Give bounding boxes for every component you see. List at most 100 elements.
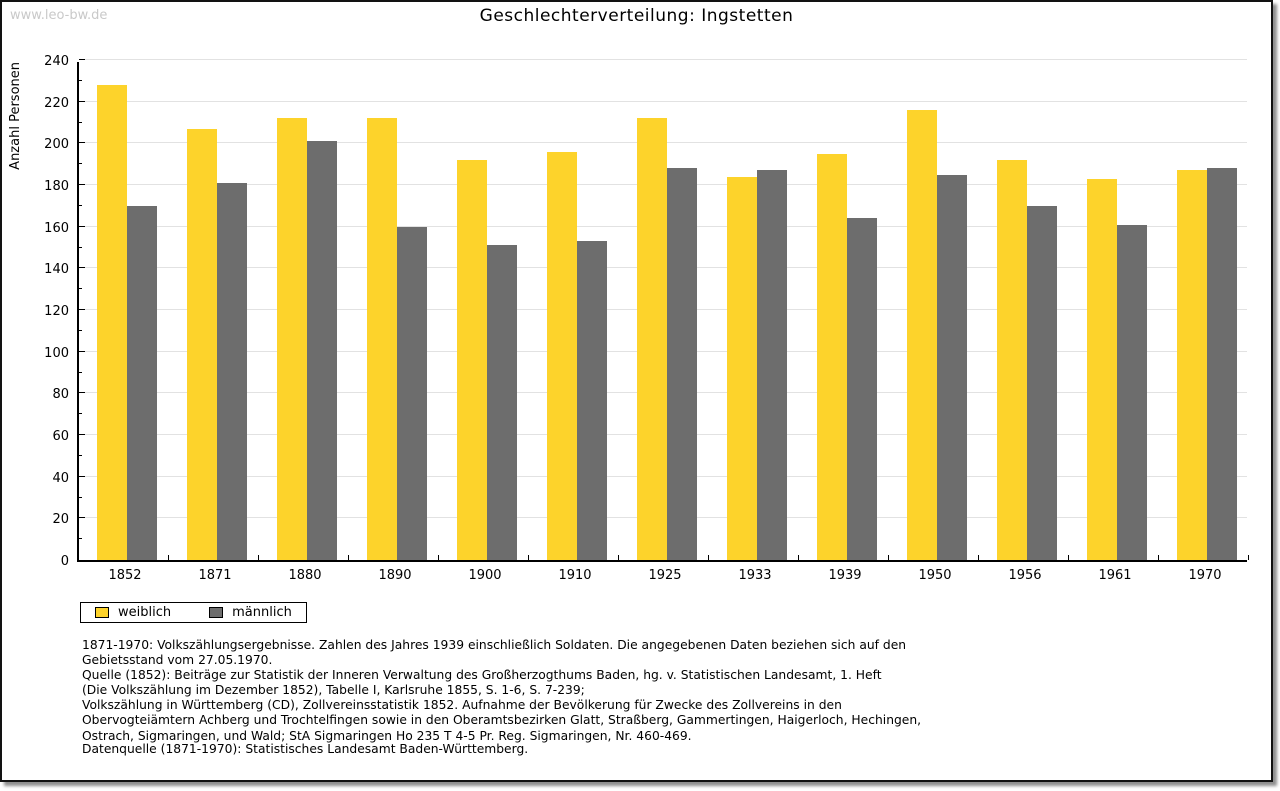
x-tick-1939 <box>888 555 889 560</box>
bar-weiblich-1970 <box>1177 170 1207 560</box>
y-tick-30 <box>79 496 82 498</box>
page-title: Geschlechterverteilung: Ingstetten <box>479 6 794 26</box>
y-tick-70 <box>79 413 82 415</box>
y-tick-240 <box>79 59 85 60</box>
bar-männlich-1939 <box>847 218 877 560</box>
y-tick-200 <box>79 142 85 144</box>
y-tick-60 <box>79 434 85 435</box>
y-axis-label-140: 140 <box>44 262 69 278</box>
bar-weiblich-1890 <box>367 118 397 560</box>
y-axis-label-40: 40 <box>52 470 69 486</box>
bar-männlich-1880 <box>307 141 337 560</box>
y-axis-label-0: 0 <box>60 554 69 569</box>
bar-männlich-1970 <box>1207 168 1237 560</box>
footnotes: 1871-1970: Volkszählungsergebnisse. Zahl… <box>82 638 1202 744</box>
legend-label-männlich: männlich <box>232 605 292 620</box>
bar-weiblich-1900 <box>457 160 487 560</box>
x-tick-1910 <box>618 555 619 560</box>
footnote-line-4: (Die Volkszählung im Dezember 1852), Tab… <box>82 683 585 698</box>
bar-weiblich-1925 <box>637 118 667 560</box>
x-axis-label-1900: 1900 <box>468 568 502 583</box>
y-axis-label-80: 80 <box>52 387 69 403</box>
footnote-line-3: Quelle (1852): Beiträge zur Statistik de… <box>82 668 882 683</box>
bar-männlich-1852 <box>127 206 157 560</box>
y-tick-130 <box>79 288 82 290</box>
x-tick-1950 <box>978 555 979 560</box>
y-tick-100 <box>79 350 85 352</box>
bar-männlich-1900 <box>487 245 517 560</box>
footnote-line-5: Volkszählung in Württemberg (CD), Zollve… <box>82 698 842 713</box>
y-axis-label-60: 60 <box>52 429 69 444</box>
y-tick-140 <box>79 267 85 269</box>
x-axis-label-1910: 1910 <box>558 568 592 583</box>
x-tick-1956 <box>1068 555 1069 560</box>
bar-weiblich-1933 <box>727 177 757 560</box>
y-axis-label-220: 220 <box>44 95 69 111</box>
x-axis-label-1950: 1950 <box>918 568 952 583</box>
footnote-line-6: Obervogteiämtern Achberg und Trochtelfin… <box>82 713 922 728</box>
y-tick-190 <box>79 163 82 165</box>
datasource-line: Datenquelle (1871-1970): Statistisches L… <box>82 742 529 756</box>
legend-entry-weiblich: weiblich <box>95 605 171 620</box>
y-axis-label-160: 160 <box>44 220 69 236</box>
x-tick-1871 <box>258 555 259 560</box>
legend-entry-männlich: männlich <box>209 605 292 620</box>
y-axis-label-200: 200 <box>44 137 69 153</box>
bar-weiblich-1852 <box>97 85 127 560</box>
legend-swatch-weiblich <box>95 607 109 618</box>
x-axis-label-1970: 1970 <box>1188 568 1222 583</box>
y-tick-160 <box>79 225 85 227</box>
x-axis-label-1925: 1925 <box>648 568 682 583</box>
y-axis-title: Anzahl Personen <box>8 62 23 170</box>
bar-männlich-1890 <box>397 227 427 560</box>
x-axis-label-1880: 1880 <box>288 568 322 583</box>
x-axis-label-1961: 1961 <box>1098 568 1132 583</box>
y-tick-10 <box>79 538 82 540</box>
bar-männlich-1925 <box>667 168 697 560</box>
bar-weiblich-1939 <box>817 154 847 560</box>
y-axis-label-20: 20 <box>52 512 69 528</box>
bar-weiblich-1871 <box>187 129 217 560</box>
y-axis-label-120: 120 <box>44 304 69 319</box>
x-tick-1852 <box>168 555 169 560</box>
y-tick-220 <box>79 100 85 102</box>
legend: weiblich männlich <box>80 602 307 623</box>
x-tick-1880 <box>348 555 349 560</box>
footnote-line-2: Gebietsstand vom 27.05.1970. <box>82 653 273 668</box>
bar-männlich-1871 <box>217 183 247 560</box>
x-axis-label-1939: 1939 <box>828 568 862 583</box>
bar-männlich-1956 <box>1027 206 1057 560</box>
bar-weiblich-1961 <box>1087 179 1117 560</box>
footnote-line-1: 1871-1970: Volkszählungsergebnisse. Zahl… <box>82 638 907 652</box>
x-tick-1970 <box>1248 555 1249 560</box>
y-tick-180 <box>79 184 85 185</box>
y-axis-label-240: 240 <box>44 54 69 69</box>
x-tick-1933 <box>798 555 799 560</box>
y-tick-80 <box>79 392 85 394</box>
y-tick-170 <box>79 204 82 206</box>
gridline-220 <box>79 100 1247 102</box>
bar-männlich-1910 <box>577 241 607 560</box>
x-axis-label-1890: 1890 <box>378 568 412 583</box>
x-tick-1900 <box>528 555 529 560</box>
bar-weiblich-1950 <box>907 110 937 560</box>
y-tick-90 <box>79 371 82 373</box>
x-axis-label-1871: 1871 <box>198 568 232 583</box>
bar-männlich-1950 <box>937 175 967 560</box>
bar-männlich-1961 <box>1117 225 1147 560</box>
footnote-line-7: Ostrach, Sigmaringen, und Wald; StA Sigm… <box>82 728 692 743</box>
y-tick-50 <box>79 454 82 456</box>
x-axis-label-1852: 1852 <box>108 568 142 583</box>
legend-label-weiblich: weiblich <box>118 605 172 620</box>
gridline-240 <box>79 59 1247 60</box>
x-axis-label-1956: 1956 <box>1008 568 1042 583</box>
y-tick-210 <box>79 121 82 123</box>
bar-weiblich-1956 <box>997 160 1027 560</box>
y-axis-label-180: 180 <box>44 179 69 194</box>
watermark-leo-bw: www.leo-bw.de <box>10 8 108 23</box>
y-tick-20 <box>79 517 85 519</box>
y-tick-110 <box>79 329 82 331</box>
bar-weiblich-1910 <box>547 152 577 560</box>
x-tick-1890 <box>438 555 439 560</box>
y-tick-40 <box>79 475 85 477</box>
